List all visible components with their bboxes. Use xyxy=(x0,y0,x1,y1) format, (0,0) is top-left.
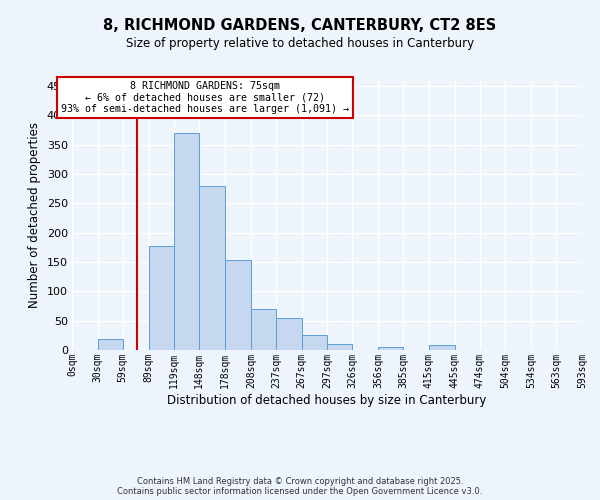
Text: Size of property relative to detached houses in Canterbury: Size of property relative to detached ho… xyxy=(126,38,474,51)
Bar xyxy=(302,336,328,350)
Bar xyxy=(98,340,123,350)
Text: Contains HM Land Registry data © Crown copyright and database right 2025.: Contains HM Land Registry data © Crown c… xyxy=(137,476,463,486)
Bar xyxy=(429,346,455,350)
Bar xyxy=(199,186,225,350)
X-axis label: Distribution of detached houses by size in Canterbury: Distribution of detached houses by size … xyxy=(167,394,487,406)
Bar xyxy=(175,133,199,350)
Bar xyxy=(251,309,276,350)
Bar xyxy=(276,318,302,350)
Text: Contains public sector information licensed under the Open Government Licence v3: Contains public sector information licen… xyxy=(118,486,482,496)
Text: 8 RICHMOND GARDENS: 75sqm
← 6% of detached houses are smaller (72)
93% of semi-d: 8 RICHMOND GARDENS: 75sqm ← 6% of detach… xyxy=(61,81,349,114)
Bar xyxy=(378,347,403,350)
Y-axis label: Number of detached properties: Number of detached properties xyxy=(28,122,41,308)
Bar xyxy=(149,246,175,350)
Bar xyxy=(225,260,251,350)
Bar xyxy=(328,344,352,350)
Text: 8, RICHMOND GARDENS, CANTERBURY, CT2 8ES: 8, RICHMOND GARDENS, CANTERBURY, CT2 8ES xyxy=(103,18,497,32)
